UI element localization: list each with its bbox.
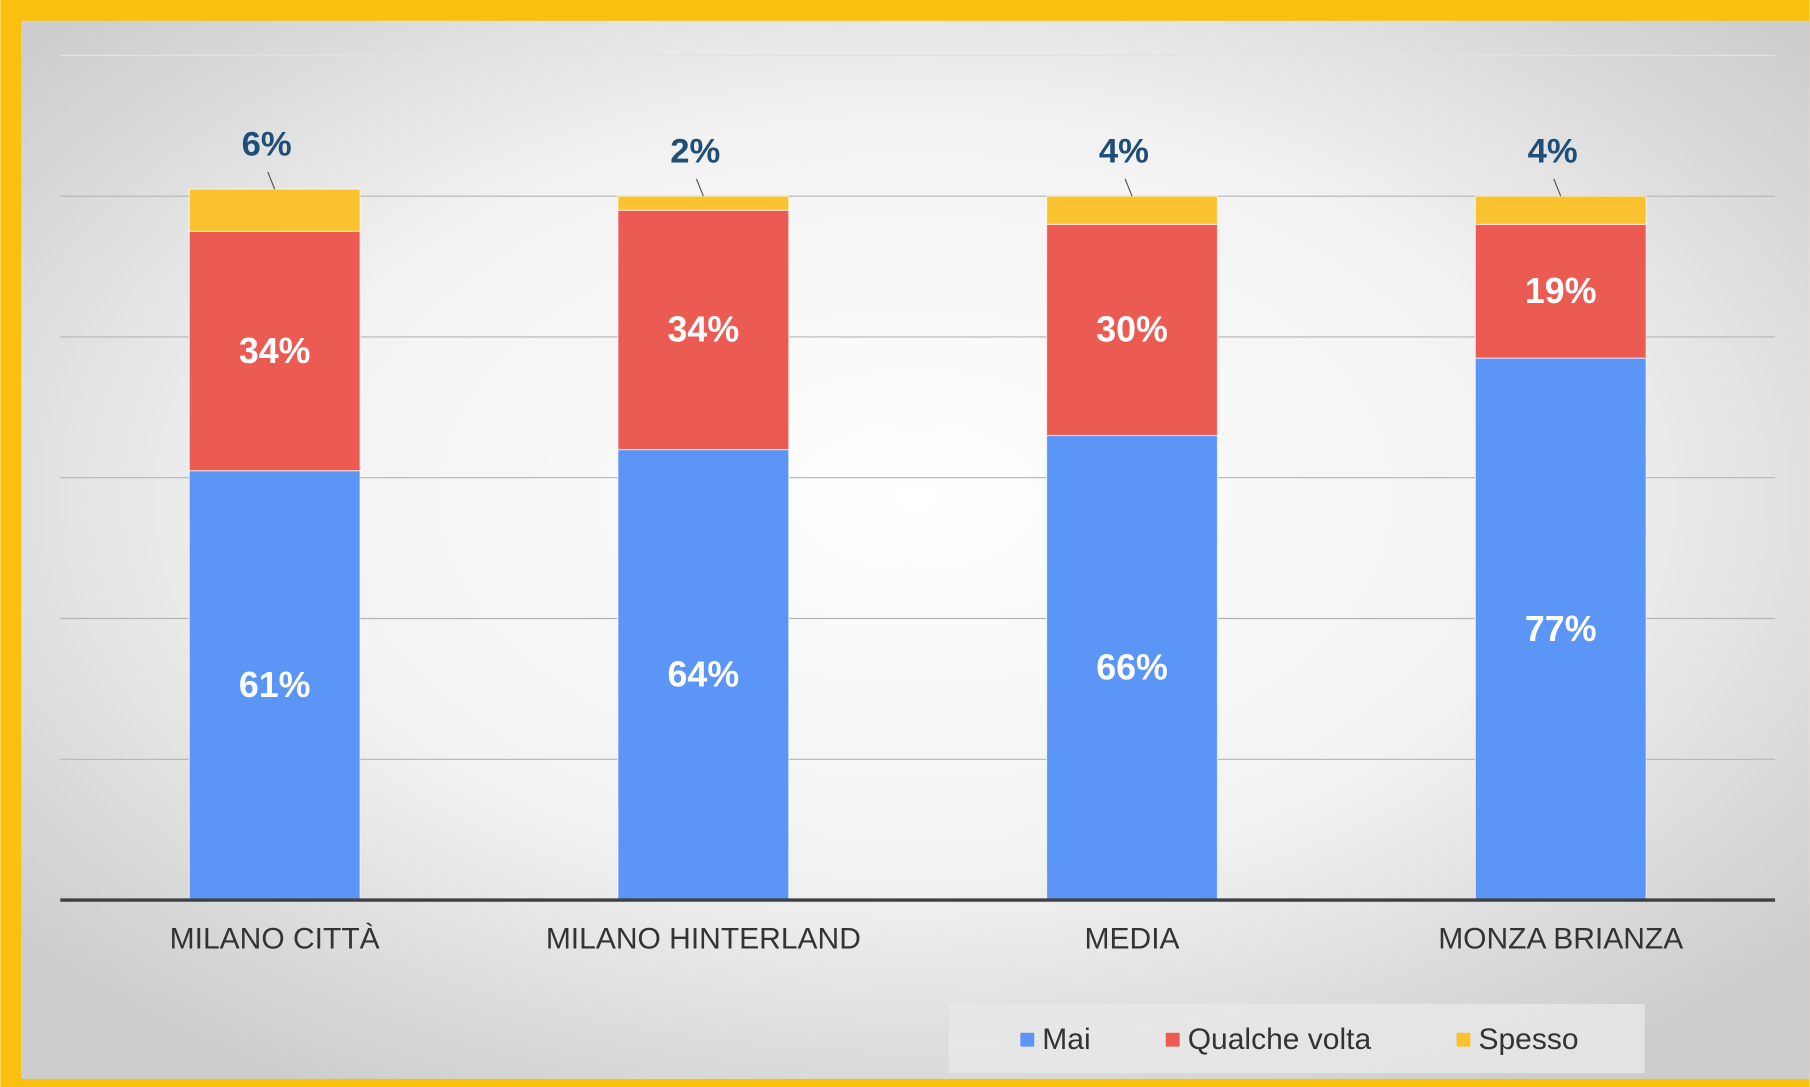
leader-line xyxy=(1124,178,1133,197)
data-label: 30% xyxy=(1096,310,1168,350)
bar-segment xyxy=(1046,223,1219,437)
x-tick-label: MILANO HINTERLAND xyxy=(546,922,861,955)
bar-segment xyxy=(1046,434,1219,901)
bar-segment xyxy=(188,230,361,472)
bar-segment xyxy=(1474,195,1647,225)
leader-line xyxy=(267,171,276,190)
bar-segment xyxy=(1474,223,1647,359)
x-tick-label: MILANO CITTÀ xyxy=(170,922,380,955)
leader-line xyxy=(1553,178,1562,197)
data-label: 34% xyxy=(668,310,740,350)
data-label: 34% xyxy=(239,331,311,371)
data-label: 2% xyxy=(670,133,720,171)
data-label: 19% xyxy=(1525,271,1597,311)
data-label: 61% xyxy=(239,665,311,705)
data-label: 77% xyxy=(1525,609,1597,649)
legend-box xyxy=(948,1003,1645,1074)
x-tick-label: MONZA BRIANZA xyxy=(1438,922,1683,955)
legend-swatch xyxy=(1020,1032,1035,1047)
bar-segment xyxy=(188,470,361,901)
leader-line xyxy=(695,178,704,197)
bar-segment xyxy=(1474,357,1647,901)
bar-segment xyxy=(1046,195,1219,225)
bar-segment xyxy=(188,188,361,232)
legend-label: Mai xyxy=(1042,1023,1090,1056)
data-label: 66% xyxy=(1096,648,1168,688)
bar-segment xyxy=(617,195,790,211)
legend-swatch xyxy=(1165,1032,1180,1047)
bar-segment xyxy=(617,209,790,451)
data-label: 6% xyxy=(242,126,292,164)
legend-swatch xyxy=(1456,1032,1471,1047)
bar-segment xyxy=(617,448,790,901)
data-label: 64% xyxy=(668,655,740,695)
data-label: 4% xyxy=(1099,133,1149,171)
legend-label: Qualche volta xyxy=(1188,1023,1372,1056)
x-tick-label: MEDIA xyxy=(1085,922,1180,955)
data-label: 4% xyxy=(1528,133,1578,171)
legend-label: Spesso xyxy=(1479,1023,1579,1056)
